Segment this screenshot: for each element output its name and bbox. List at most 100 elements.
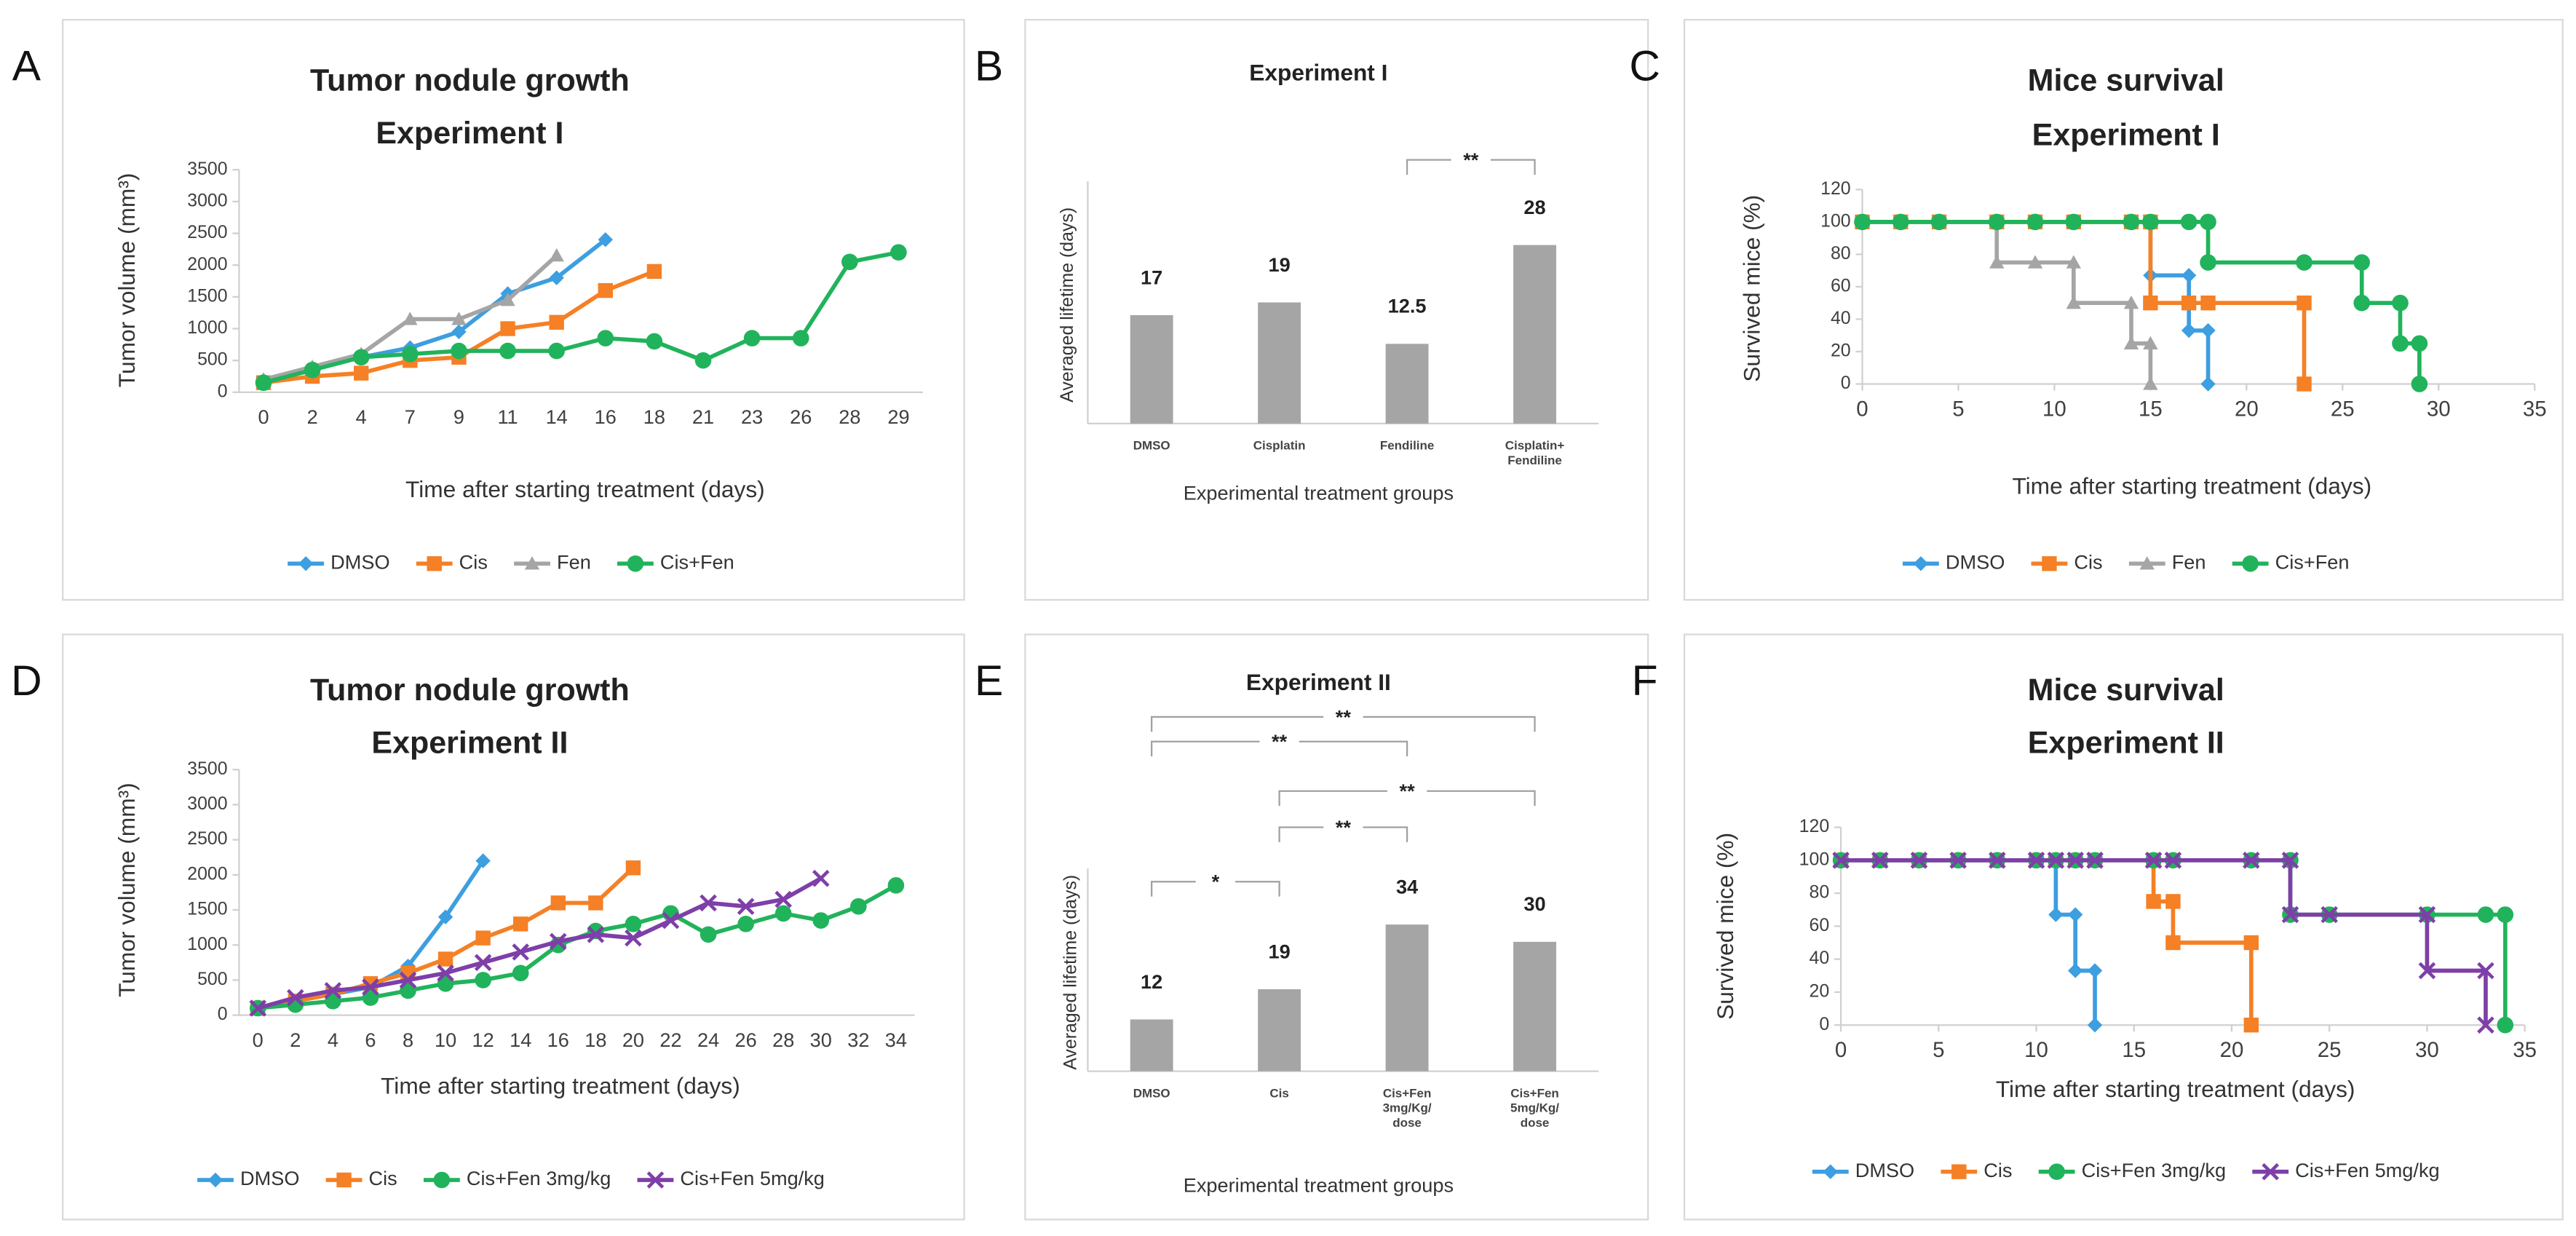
marker — [812, 912, 830, 929]
series-line — [1841, 857, 2097, 1026]
panel-letter: C — [1629, 43, 1660, 90]
marker — [451, 312, 467, 325]
marker — [625, 860, 641, 876]
bar — [1258, 989, 1301, 1071]
x-tick-label: 25 — [2331, 397, 2355, 421]
marker — [646, 333, 663, 350]
y-tick-label: 40 — [1810, 948, 1830, 968]
marker — [2477, 906, 2494, 923]
marker — [500, 293, 515, 306]
chart-subtitle: Experiment I — [2032, 117, 2220, 152]
x-tick-label: 34 — [885, 1029, 907, 1051]
marker — [354, 365, 369, 381]
marker — [2027, 852, 2045, 869]
x-tick-label: 2 — [307, 405, 318, 428]
x-tick-label: 10 — [435, 1029, 456, 1051]
marker — [2066, 296, 2082, 309]
marker — [298, 556, 314, 571]
marker — [2411, 335, 2428, 352]
x-axis-label: Experimental treatment groups — [1184, 481, 1454, 504]
marker — [2418, 906, 2436, 924]
significance-label: ** — [1336, 705, 1352, 728]
marker — [475, 930, 491, 946]
legend-label: Cis — [459, 550, 488, 573]
marker — [475, 853, 491, 868]
chart-subtitle: Experiment II — [2028, 726, 2224, 761]
marker — [336, 1172, 352, 1188]
marker — [2143, 296, 2158, 311]
x-axis-label: Time after starting treatment (days) — [1996, 1076, 2355, 1102]
series-line — [1841, 857, 2254, 1026]
y-tick-label: 100 — [1820, 210, 1851, 231]
marker — [437, 909, 453, 924]
panel-letter: E — [975, 657, 1003, 705]
x-tick-label: 35 — [2523, 397, 2547, 421]
value-label: 12.5 — [1388, 295, 1427, 317]
value-label: 30 — [1523, 892, 1545, 915]
legend-label: Fen — [2172, 550, 2206, 573]
x-tick-label: 30 — [2415, 1038, 2439, 1062]
legend-label: Cis — [369, 1167, 397, 1189]
marker — [2181, 322, 2197, 338]
x-tick-label: 0 — [258, 405, 269, 428]
value-label: 19 — [1269, 253, 1291, 276]
marker — [2047, 852, 2065, 869]
panel-frame — [62, 19, 965, 601]
y-tick-label: 500 — [197, 349, 228, 370]
marker — [774, 905, 792, 922]
marker — [2065, 213, 2082, 231]
x-tick-label: 21 — [692, 405, 714, 428]
y-tick-label: 1000 — [187, 934, 227, 954]
marker — [437, 951, 453, 967]
marker — [737, 916, 754, 932]
x-tick-label: DMSO — [1133, 439, 1170, 453]
marker — [2296, 296, 2312, 311]
marker — [2353, 294, 2371, 312]
marker — [1951, 1164, 1967, 1179]
x-tick-label: 30 — [810, 1029, 832, 1051]
marker — [841, 253, 858, 271]
marker — [1832, 852, 1850, 869]
legend-label: DMSO — [240, 1167, 299, 1189]
significance-bracket — [1151, 881, 1280, 897]
marker — [437, 964, 454, 982]
marker — [2086, 852, 2104, 869]
x-tick-label: Cis+Fen 3mg/Kg/dose — [1383, 1087, 1432, 1130]
marker — [550, 895, 566, 911]
significance-label: ** — [1400, 780, 1416, 802]
marker — [2142, 213, 2159, 231]
y-tick-label: 2500 — [187, 222, 227, 242]
x-tick-label: 18 — [584, 1029, 606, 1051]
x-tick-label: 15 — [2139, 397, 2163, 421]
marker — [1892, 213, 1909, 231]
marker — [812, 869, 830, 887]
marker — [2048, 1163, 2065, 1181]
significance-bracket — [1151, 716, 1536, 732]
x-tick-label: 0 — [1856, 397, 1868, 421]
marker — [2164, 852, 2182, 869]
marker — [2411, 376, 2428, 392]
legend-label: Fen — [557, 550, 591, 573]
marker — [2066, 255, 2082, 269]
marker — [588, 895, 603, 911]
marker — [500, 321, 515, 336]
y-tick-label: 0 — [1819, 1014, 1829, 1034]
marker — [2143, 376, 2158, 390]
marker — [207, 1172, 223, 1188]
x-tick-label: 26 — [735, 1029, 757, 1051]
x-tick-label: 24 — [697, 1029, 719, 1051]
chart-subtitle: Experiment II — [371, 726, 568, 761]
value-label: 19 — [1269, 940, 1291, 962]
marker — [287, 989, 304, 1007]
legend: DMSO Cis Fen Cis+Fen — [288, 550, 734, 573]
value-label: 12 — [1141, 970, 1162, 993]
series-line — [1862, 220, 2153, 384]
marker — [2392, 335, 2409, 352]
marker — [512, 964, 529, 982]
significance-label: * — [1212, 871, 1220, 893]
marker — [598, 282, 613, 298]
significance-label: ** — [1463, 148, 1479, 171]
